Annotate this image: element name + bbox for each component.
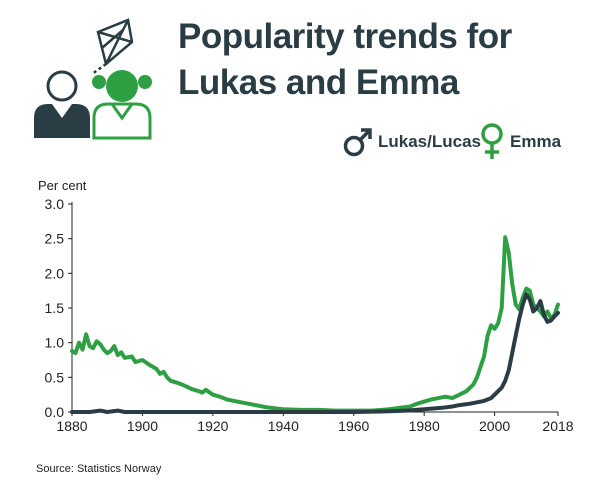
legend-label-lukas: Lukas/Lucas bbox=[378, 132, 481, 151]
x-tick-label: 1920 bbox=[197, 418, 228, 434]
y-axis-label: Per cent bbox=[38, 178, 87, 193]
legend-item-lukas: Lukas/Lucas bbox=[342, 120, 481, 164]
girl-icon bbox=[92, 70, 152, 140]
legend-item-emma: Emma bbox=[478, 120, 561, 164]
source-note: Source: Statistics Norway bbox=[36, 463, 162, 475]
male-symbol-icon bbox=[343, 128, 372, 157]
x-tick-label: 1900 bbox=[127, 418, 158, 434]
page-title: Popularity trends for Lukas and Emma bbox=[178, 14, 598, 106]
y-tick-label: 0.0 bbox=[45, 404, 65, 420]
kite-icon bbox=[91, 18, 134, 76]
y-tick-label: 3.0 bbox=[45, 196, 65, 212]
x-tick-label: 2000 bbox=[479, 418, 510, 434]
y-tick-label: 2.5 bbox=[45, 231, 65, 247]
x-tick-label: 1980 bbox=[409, 418, 440, 434]
female-symbol-icon bbox=[481, 123, 503, 159]
x-tick-label: 2018 bbox=[542, 418, 573, 434]
y-tick-label: 2.0 bbox=[45, 265, 65, 281]
boy-icon bbox=[34, 70, 90, 138]
y-tick-label: 1.5 bbox=[45, 300, 65, 316]
title-line-2: Lukas and Emma bbox=[178, 63, 459, 102]
x-tick-label: 1880 bbox=[56, 418, 87, 434]
y-tick-label: 0.5 bbox=[45, 369, 65, 385]
y-tick-label: 1.0 bbox=[45, 335, 65, 351]
x-tick-label: 1960 bbox=[338, 418, 369, 434]
title-line-1: Popularity trends for bbox=[178, 17, 512, 56]
series-line-lukas bbox=[70, 292, 560, 414]
series-line-emma bbox=[70, 235, 560, 413]
x-tick-label: 1940 bbox=[268, 418, 299, 434]
legend-label-emma: Emma bbox=[510, 132, 562, 151]
kite-and-children-icon bbox=[34, 18, 152, 140]
